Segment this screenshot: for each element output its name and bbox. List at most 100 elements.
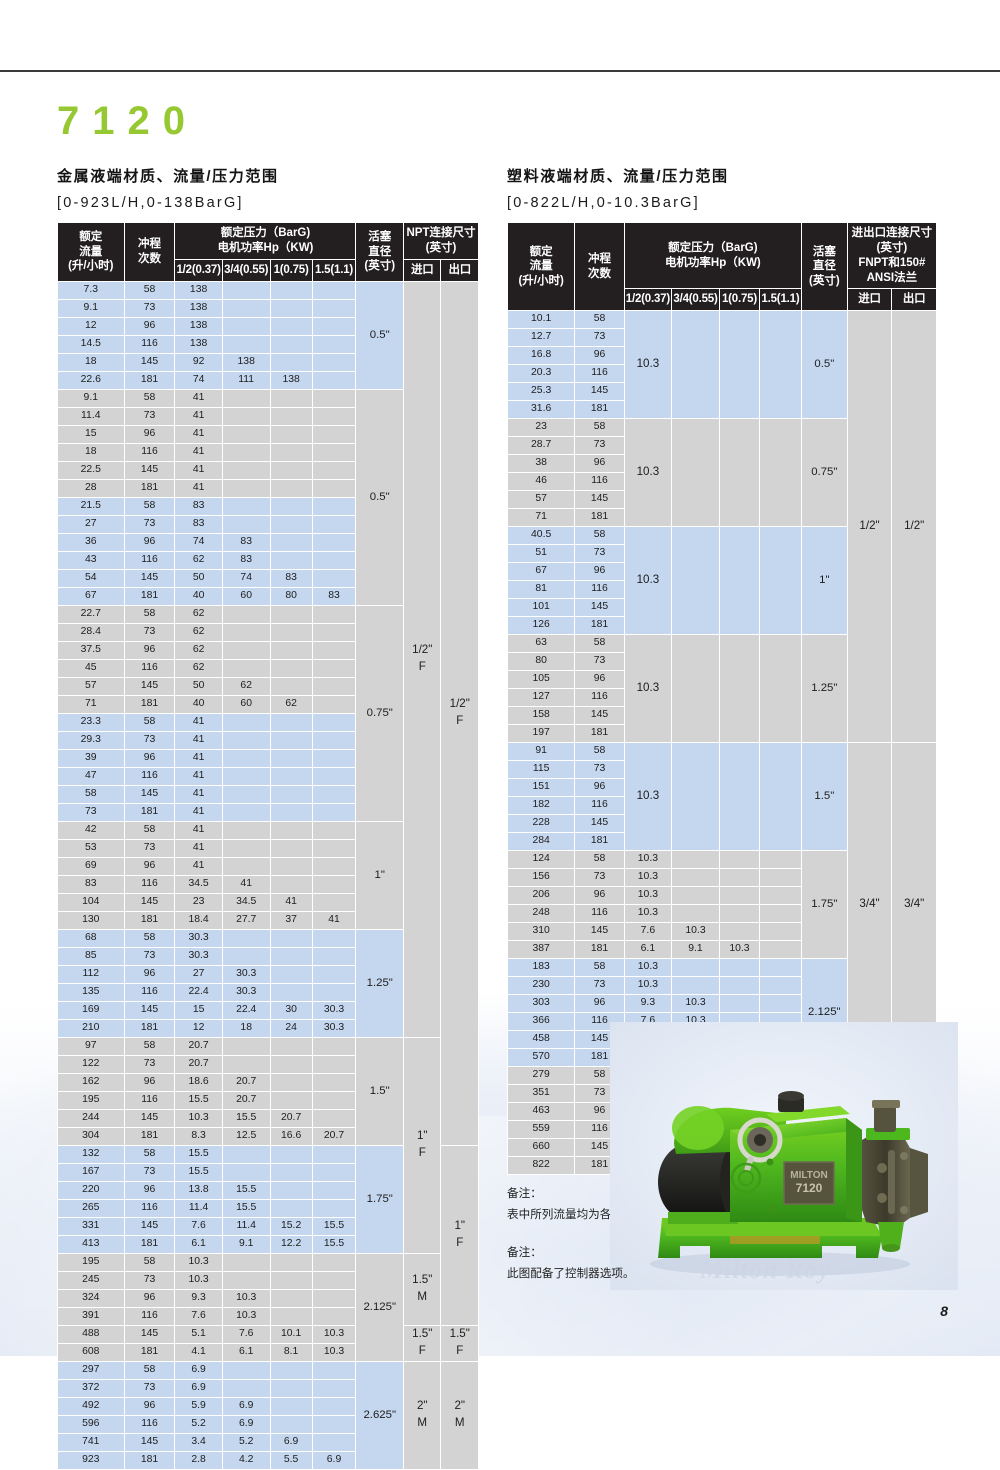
cell-flow-rate: 112	[57, 964, 125, 984]
table-row: 29.3 73 41	[57, 730, 479, 750]
cell-rated-pressure-1: 27.7	[221, 910, 271, 930]
cell-rated-pressure-1: 9.1	[221, 1234, 271, 1254]
cell-rated-pressure-2	[269, 1396, 313, 1416]
cell-rated-pressure-1	[221, 1252, 271, 1272]
cell-flow-rate: 182	[506, 795, 576, 815]
cell-flow-rate: 42	[57, 820, 125, 840]
cell-flow-rate: 151	[506, 777, 576, 797]
header-flow-rate: 额定 流量 (升/小时)	[506, 222, 576, 311]
cell-rated-pressure-3	[311, 856, 357, 876]
cell-stroke-count: 58	[123, 496, 176, 516]
cell-rated-pressure-2	[269, 1306, 313, 1326]
cell-flow-rate: 570	[506, 1047, 576, 1067]
header-power-col-2: 1(0.75)	[269, 258, 313, 282]
cell-rated-pressure-merged: 10.3	[623, 525, 673, 635]
cell-stroke-count: 73	[123, 406, 176, 426]
cell-stroke-count: 96	[123, 1072, 176, 1092]
cell-stroke-count: 96	[574, 453, 625, 473]
cell-stroke-count: 116	[123, 1090, 176, 1110]
cell-rated-pressure-1	[221, 478, 271, 498]
cell-flow-rate: 391	[57, 1306, 125, 1326]
cell-rated-pressure-3	[311, 658, 357, 678]
cell-rated-pressure-2	[718, 867, 760, 887]
table-row: 25.3 145	[506, 381, 937, 401]
cell-rated-pressure-3	[311, 892, 357, 912]
cell-rated-pressure-3	[311, 1414, 357, 1434]
cell-stroke-count: 181	[123, 802, 176, 822]
cell-rated-pressure-2	[269, 1036, 313, 1056]
table-row: 9.1 58 41 0.5"	[57, 388, 479, 606]
cell-inlet-size: 1/2" F	[403, 280, 442, 1038]
table-row: 126 181	[506, 615, 937, 635]
cell-rated-pressure-3	[311, 1198, 357, 1218]
cell-rated-pressure-0: 10.3	[174, 1108, 223, 1128]
cell-stroke-count: 73	[574, 867, 625, 887]
cell-rated-pressure-2	[718, 921, 760, 941]
cell-rated-pressure-2	[269, 1090, 313, 1110]
cell-rated-pressure-2	[269, 640, 313, 660]
cell-flow-rate: 132	[57, 1144, 125, 1164]
cell-rated-pressure-2	[269, 1072, 313, 1092]
cell-flow-rate: 80	[506, 651, 576, 671]
cell-rated-pressure-0: 50	[174, 568, 223, 588]
cell-flow-rate: 51	[506, 543, 576, 563]
cell-rated-pressure-3	[758, 921, 802, 941]
cell-stroke-count: 96	[574, 885, 625, 905]
cell-rated-pressure-1	[671, 957, 720, 977]
cell-rated-pressure-3	[311, 784, 357, 804]
cell-rated-pressure-1: 10.3	[221, 1288, 271, 1308]
cell-stroke-count: 58	[123, 1144, 176, 1164]
cell-piston-diameter: 1.5"	[800, 741, 848, 851]
cell-rated-pressure-1	[221, 334, 271, 354]
cell-rated-pressure-3	[758, 939, 802, 959]
cell-rated-pressure-3	[311, 406, 357, 426]
cell-rated-pressure-1: 20.7	[221, 1072, 271, 1092]
table-row: 22.6 181 74 111 138	[57, 370, 479, 390]
cell-rated-pressure-3	[311, 748, 357, 768]
cell-flow-rate: 63	[506, 633, 576, 653]
cell-rated-pressure-3	[311, 1054, 357, 1074]
cell-rated-pressure-empty	[718, 633, 760, 743]
cell-inlet-size: 2" M	[403, 1360, 442, 1470]
cell-rated-pressure-0: 20.7	[174, 1054, 223, 1074]
table-row: 51 73	[506, 543, 937, 563]
table-row: 158 145	[506, 705, 937, 725]
cell-flow-rate: 230	[506, 975, 576, 995]
cell-rated-pressure-2: 15.2	[269, 1216, 313, 1236]
table-row: 53 73 41	[57, 838, 479, 858]
cell-rated-pressure-2	[269, 748, 313, 768]
cell-flow-rate: 85	[57, 946, 125, 966]
cell-rated-pressure-0: 2.8	[174, 1450, 223, 1470]
cell-flow-rate: 463	[506, 1101, 576, 1121]
cell-stroke-count: 145	[123, 460, 176, 480]
cell-rated-pressure-2	[718, 903, 760, 923]
header-power-col-1: 3/4(0.55)	[671, 288, 720, 311]
cell-rated-pressure-empty	[758, 417, 802, 527]
cell-flow-rate: 210	[57, 1018, 125, 1038]
cell-rated-pressure-2	[269, 478, 313, 498]
cell-outlet-size: 1/2" F	[440, 280, 479, 1146]
cell-flow-rate: 9.1	[57, 298, 125, 318]
cell-rated-pressure-3	[758, 957, 802, 977]
cell-stroke-count: 116	[123, 766, 176, 786]
cell-rated-pressure-1: 83	[221, 550, 271, 570]
cell-stroke-count: 58	[574, 957, 625, 977]
cell-flow-rate: 126	[506, 615, 576, 635]
cell-flow-rate: 46	[506, 471, 576, 491]
cell-stroke-count: 96	[123, 1288, 176, 1308]
cell-rated-pressure-3	[311, 1108, 357, 1128]
cell-stroke-count: 58	[123, 1252, 176, 1272]
cell-rated-pressure-2	[269, 820, 313, 840]
cell-rated-pressure-merged: 10.3	[623, 417, 673, 527]
cell-rated-pressure-3	[311, 694, 357, 714]
cell-flow-rate: 18	[57, 352, 125, 372]
cell-rated-pressure-2	[269, 496, 313, 516]
cell-rated-pressure-2: 20.7	[269, 1108, 313, 1128]
cell-rated-pressure-2	[269, 352, 313, 372]
cell-stroke-count: 58	[574, 849, 625, 869]
cell-stroke-count: 96	[574, 669, 625, 689]
cell-rated-pressure-2: 62	[269, 694, 313, 714]
table-row: 130 181 18.4 27.7 37 41	[57, 910, 479, 930]
cell-stroke-count: 181	[574, 831, 625, 851]
cell-rated-pressure-3	[758, 849, 802, 869]
